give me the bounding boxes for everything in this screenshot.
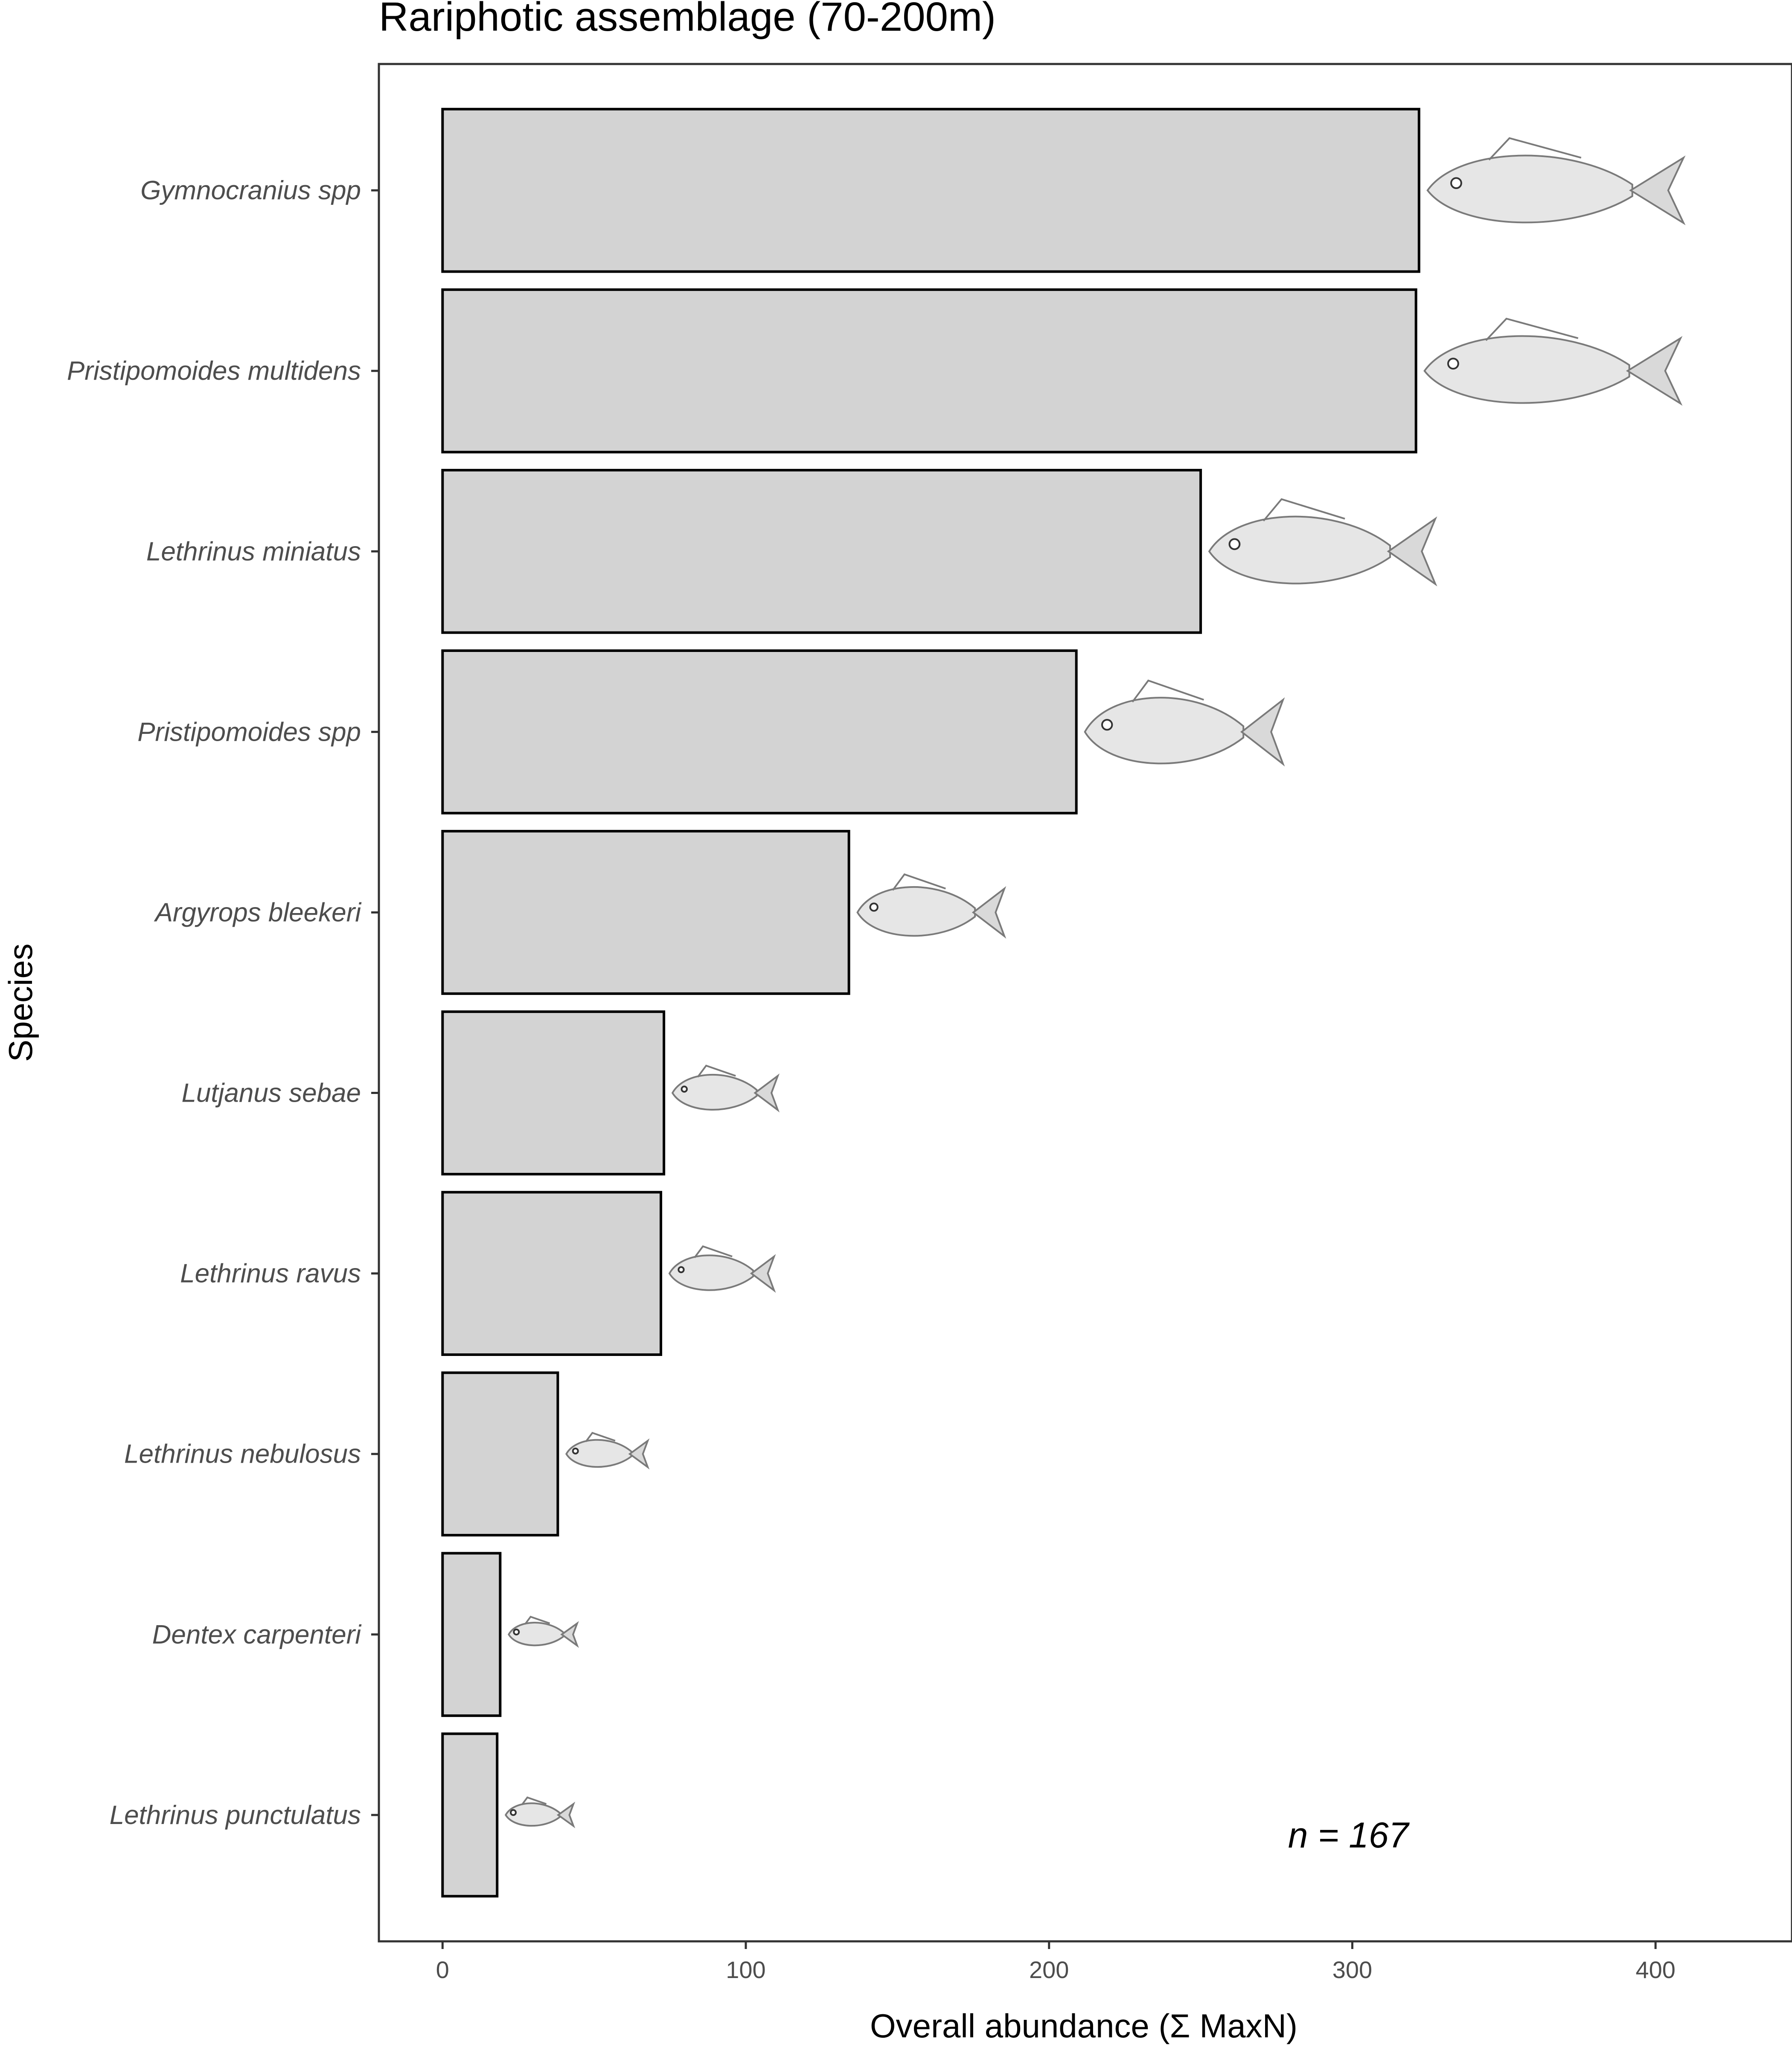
fish-icon <box>1423 317 1683 406</box>
fish-icon <box>1208 498 1437 587</box>
y-tick-label: Lethrinus miniatus <box>146 537 361 566</box>
bar <box>441 1552 502 1717</box>
x-axis: 0 100 200 300 400 <box>436 1941 1676 1983</box>
y-axis: Gymnocranius spp Pristipomoides multidens… <box>67 176 379 1830</box>
bar <box>441 108 1420 273</box>
fish-icon <box>504 1796 576 1829</box>
bar <box>441 649 1078 815</box>
bar <box>441 1191 662 1356</box>
bar <box>441 1732 499 1898</box>
fish-icon <box>565 1431 650 1470</box>
bar <box>441 1010 666 1175</box>
y-tick-label: Lethrinus ravus <box>180 1259 361 1289</box>
x-tick-label: 200 <box>1029 1956 1069 1983</box>
y-tick-label: Lutjanus sebae <box>181 1079 361 1108</box>
sample-size-annotation: n = 167 <box>1288 1815 1410 1855</box>
fish-layer <box>504 137 1686 1829</box>
y-tick-label: Gymnocranius spp <box>140 176 361 205</box>
x-tick-label: 300 <box>1332 1956 1372 1983</box>
y-tick-label: Pristipomoides multidens <box>67 356 361 386</box>
bar <box>441 468 1202 634</box>
fish-icon <box>1084 679 1285 767</box>
fish-icon <box>1426 137 1686 225</box>
y-tick-label: Argyrops bleekeri <box>154 898 362 927</box>
y-tick-label: Lethrinus punctulatus <box>110 1801 361 1830</box>
chart-title: Rariphotic assemblage (70-200m) <box>379 0 996 40</box>
y-tick-label: Dentex carpenteri <box>152 1620 362 1649</box>
y-tick-label: Lethrinus nebulosus <box>124 1440 361 1469</box>
bar <box>441 1371 559 1537</box>
bars-layer <box>441 108 1420 1898</box>
x-tick-label: 0 <box>436 1956 449 1983</box>
fish-icon <box>856 873 1007 939</box>
bar <box>441 830 850 995</box>
x-tick-label: 400 <box>1635 1956 1675 1983</box>
fish-icon <box>507 1615 579 1648</box>
x-axis-title: Overall abundance (Σ MaxN) <box>870 2007 1297 2045</box>
bar <box>441 288 1417 454</box>
fish-icon <box>671 1065 780 1113</box>
fish-icon <box>668 1245 776 1293</box>
y-tick-label: Pristipomoides spp <box>137 717 361 747</box>
x-tick-label: 100 <box>726 1956 765 1983</box>
y-axis-title: Species <box>2 943 39 1062</box>
